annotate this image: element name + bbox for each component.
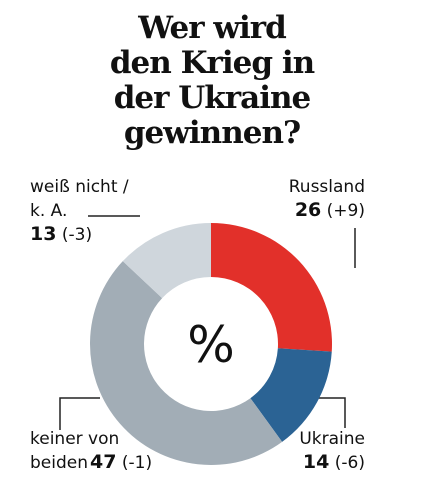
center-label: % — [187, 316, 235, 374]
change-label: (-3) — [62, 225, 92, 245]
title-line: den Krieg in — [110, 45, 315, 81]
donut-segment — [89, 261, 283, 466]
donut-segment — [211, 223, 332, 352]
category-label: weiß nicht / k. A. — [30, 177, 134, 221]
change-label: (-6) — [335, 453, 365, 473]
value: 47 — [90, 451, 116, 473]
value-label: 47 (-1) — [90, 451, 152, 473]
title-line: der Ukraine — [114, 80, 311, 116]
value: 26 — [295, 199, 321, 221]
leader-line — [59, 397, 100, 430]
value: 14 — [303, 451, 329, 473]
change-label: (+9) — [327, 201, 365, 221]
title-line: Wer wird — [137, 10, 286, 46]
category-label: Ukraine — [299, 429, 365, 449]
donut-segment — [250, 348, 332, 442]
title-line: gewinnen? — [124, 115, 300, 151]
value-label: 26 (+9) — [295, 199, 365, 221]
value-label: 13 (-3) — [30, 223, 92, 245]
value: 13 — [30, 223, 56, 245]
change-label: (-1) — [122, 453, 152, 473]
value-label: 14 (-6) — [303, 451, 365, 473]
donut-segment — [122, 223, 211, 299]
category-label: Russland — [289, 177, 365, 197]
category-label: keiner von beiden — [30, 429, 125, 473]
leader-line — [318, 397, 346, 428]
